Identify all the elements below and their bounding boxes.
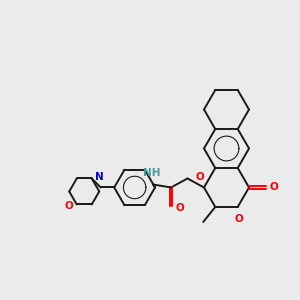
Text: O: O (269, 182, 278, 193)
Text: NH: NH (143, 169, 160, 178)
Text: O: O (176, 202, 184, 213)
Text: O: O (195, 172, 204, 182)
Text: O: O (235, 214, 244, 224)
Text: O: O (64, 201, 73, 211)
Text: N: N (95, 172, 104, 182)
